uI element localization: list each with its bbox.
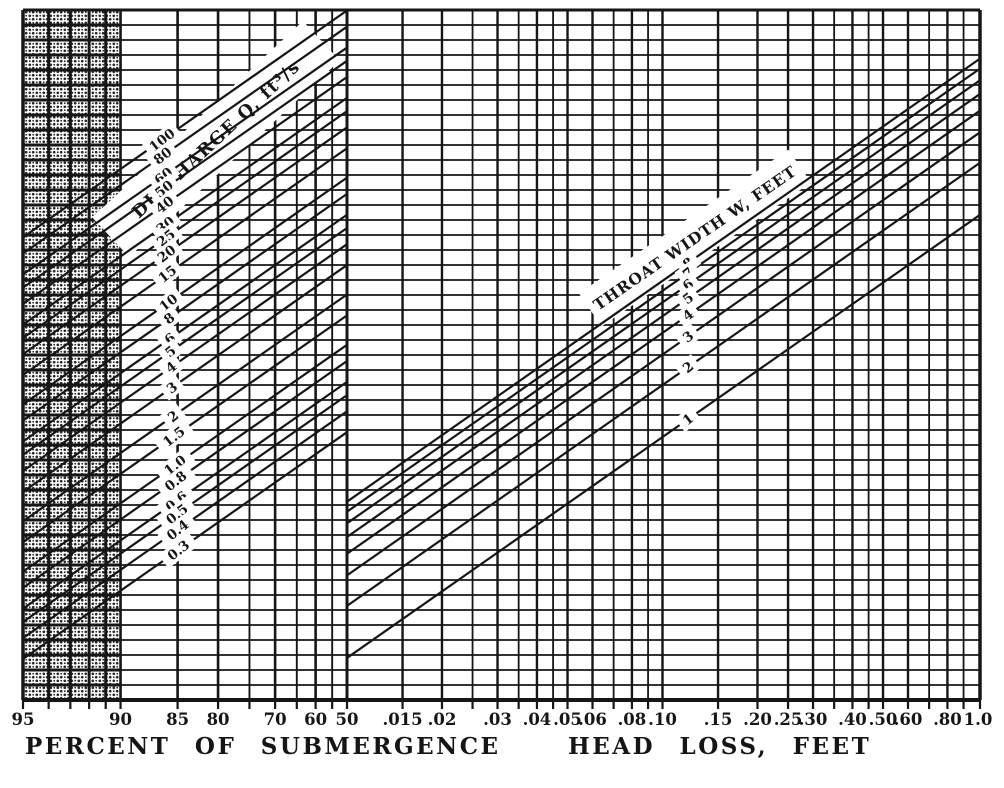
discharge-line-labels: 1008060504030252015108654321.51.00.80.60… [141,121,199,569]
svg-text:.02: .02 [428,710,457,729]
svg-text:.015: .015 [382,710,422,729]
svg-text:.25: .25 [774,710,803,729]
svg-text:.08: .08 [618,710,647,729]
svg-text:.80: .80 [933,710,962,729]
svg-text:.10: .10 [648,710,677,729]
plot-borders [21,8,982,700]
svg-text:95: 95 [12,710,35,729]
svg-text:.50: .50 [869,710,898,729]
svg-text:90: 90 [109,710,132,729]
svg-text:.40: .40 [838,710,867,729]
x-axis [21,698,982,709]
x-axis-title-submergence: PERCENT OF SUBMERGENCE [25,733,501,760]
svg-text:85: 85 [166,710,189,729]
svg-text:.60: .60 [894,710,923,729]
svg-text:.03: .03 [483,710,512,729]
svg-text:.15: .15 [704,710,733,729]
svg-text:.20: .20 [743,710,772,729]
svg-text:1.0: 1.0 [964,710,993,729]
svg-text:50: 50 [336,710,359,729]
svg-text:.05: .05 [553,710,582,729]
svg-text:.30: .30 [799,710,828,729]
svg-text:60: 60 [304,710,327,729]
svg-text:70: 70 [264,710,287,729]
svg-text:.04: .04 [523,710,552,729]
throat-width-line-labels: 87654321 [674,249,702,433]
svg-text:80: 80 [207,710,230,729]
svg-text:.06: .06 [578,710,607,729]
x-axis-title-headloss: HEAD LOSS, FEET [568,733,872,760]
throat-width-lines [346,57,981,659]
x-axis-tick-labels: 95 90 85 80 70 60 50 .015 .02 .03 .04.05.06 .08.10.… [12,710,993,729]
